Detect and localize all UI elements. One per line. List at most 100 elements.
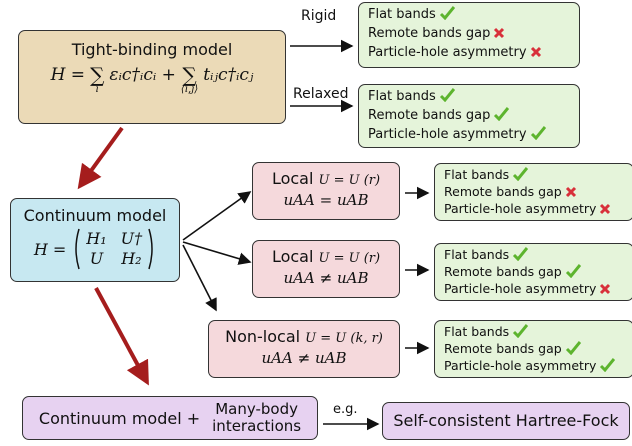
edge-label: Relaxed <box>293 86 349 102</box>
result-box: Flat bands Remote bands gap Particle-hol… <box>358 2 580 68</box>
path <box>565 341 581 356</box>
node-title: Continuum model <box>23 206 167 225</box>
result-item: Particle-hole asymmetry <box>368 45 527 60</box>
it: Particle-hole asymmetry <box>368 125 579 144</box>
check-icon <box>600 358 616 373</box>
path <box>513 324 529 339</box>
result-box: Flat bands Remote bands gap Particle-hol… <box>434 243 632 301</box>
path <box>600 283 611 295</box>
path <box>513 167 529 182</box>
formula-part: ∑ <box>90 63 105 87</box>
span: ∑ i <box>90 65 104 95</box>
formula-part: εᵢc†ᵢcᵢ + <box>109 65 176 85</box>
result-item: Flat bands <box>444 324 510 339</box>
result-item: Particle-hole asymmetry <box>444 281 597 296</box>
span: Many-body interactions <box>212 401 301 435</box>
node-title: Tight-binding model <box>71 40 233 59</box>
cross-icon <box>530 46 541 58</box>
check-icon <box>530 126 546 141</box>
cross-icon <box>494 27 505 39</box>
it: Particle-hole asymmetry <box>444 280 632 297</box>
result-box: Flat bands Remote bands gap Particle-hol… <box>434 163 632 221</box>
formula-part: i <box>95 84 99 95</box>
potential: U = U (k, r) <box>305 331 383 346</box>
span: ∑ ⟨i,j⟩ <box>181 65 198 95</box>
node-detail: Many-body <box>215 400 298 418</box>
formula-part: tᵢⱼc†ᵢcⱼ <box>203 65 254 85</box>
g <box>77 126 149 386</box>
div: Local U = U (r) <box>253 247 399 266</box>
result-item: Remote bands gap <box>444 184 562 199</box>
it: Particle-hole asymmetry <box>444 357 632 374</box>
node-title: Continuum model + <box>38 408 201 428</box>
check-icon <box>439 6 455 21</box>
it: Remote bands gap <box>444 263 632 280</box>
matrix-entry: H₂ <box>121 249 142 268</box>
cross-icon <box>600 203 611 215</box>
formula: H = H₁ U† U H₂ <box>11 228 179 270</box>
condition: uAA ≠ uAB <box>261 349 347 367</box>
it: Remote bands gap <box>368 24 579 43</box>
hartree-fock-node: Self-consistent Hartree-Fock <box>382 402 630 440</box>
formula-part: H = <box>33 239 67 259</box>
condition: uAA ≠ uAB <box>283 269 369 287</box>
check-icon <box>439 88 455 103</box>
non-local-node: Non-local U = U (k, r) uAA ≠ uAB <box>208 320 400 378</box>
result-box: Flat bands Remote bands gap Particle-hol… <box>358 84 580 148</box>
formula-part: H = <box>50 65 86 85</box>
path <box>600 358 616 373</box>
formula-part: ∑ <box>182 63 197 87</box>
result-item: Particle-hole asymmetry <box>444 201 597 216</box>
condition: uAA = uAB <box>283 191 369 209</box>
line <box>182 241 252 265</box>
check-icon <box>513 167 529 182</box>
it: Flat bands <box>444 323 632 340</box>
path <box>600 203 611 215</box>
check-icon <box>565 264 581 279</box>
potential: U = U (r) <box>318 173 381 188</box>
node-title: Self-consistent Hartree-Fock <box>393 411 619 430</box>
check-icon <box>513 247 529 262</box>
path <box>494 107 510 122</box>
it: Flat bands <box>368 87 579 106</box>
node-title: Local <box>271 169 314 188</box>
it: Flat bands <box>444 246 632 263</box>
matrix-entry: H₁ <box>86 229 107 248</box>
node-detail: interactions <box>212 417 302 435</box>
result-item: Flat bands <box>368 89 436 104</box>
node-title: Non-local <box>225 327 301 346</box>
matrix-entry: U <box>89 249 104 268</box>
result-item: Flat bands <box>368 7 436 22</box>
path <box>439 6 455 21</box>
continuum-node: Continuum model H = H₁ U† U H₂ <box>10 198 180 282</box>
formula-part: ⟨i,j⟩ <box>180 84 199 95</box>
path <box>148 228 153 270</box>
result-box: Flat bands Remote bands gap Particle-hol… <box>434 320 632 378</box>
path <box>439 88 455 103</box>
path <box>513 247 529 262</box>
check-icon <box>565 341 581 356</box>
result-item: Particle-hole asymmetry <box>368 127 527 142</box>
bracket <box>148 228 153 270</box>
edge-label: Rigid <box>301 8 337 24</box>
bracket <box>75 228 81 270</box>
check-icon <box>513 324 529 339</box>
g <box>182 39 430 431</box>
result-item: Flat bands <box>444 247 510 262</box>
path <box>530 126 546 141</box>
result-item: Remote bands gap <box>368 108 491 123</box>
path <box>494 27 505 39</box>
potential: U = U (r) <box>318 251 381 266</box>
path <box>565 186 576 198</box>
div: Local U = U (r) <box>253 169 399 188</box>
path <box>75 228 81 270</box>
result-item: Particle-hole asymmetry <box>444 358 597 373</box>
div: H₁ U† U H₂ <box>86 229 142 269</box>
it: Remote bands gap <box>444 183 632 200</box>
result-item: Remote bands gap <box>368 26 491 41</box>
formula: H = ∑ i εᵢc†ᵢcᵢ + ∑ ⟨i,j⟩ tᵢⱼc†ᵢcⱼ <box>19 65 285 95</box>
result-item: Flat bands <box>444 167 510 182</box>
it: Particle-hole asymmetry <box>444 200 632 217</box>
cross-icon <box>600 283 611 295</box>
